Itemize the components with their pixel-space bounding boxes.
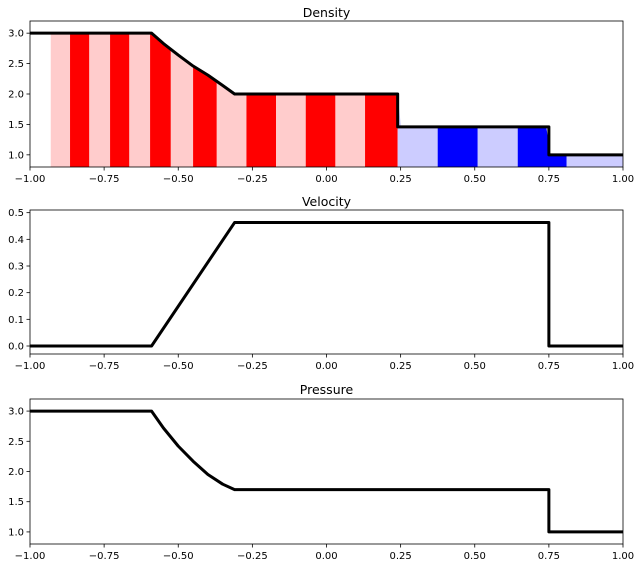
density-left-stripe-5 xyxy=(129,33,151,167)
velocity-y-tick-label: 0.5 xyxy=(8,208,24,219)
density-right-stripe-5 xyxy=(566,154,623,167)
pressure-x-tick-label: 0.25 xyxy=(389,551,411,562)
density-x-tick-label: 0.00 xyxy=(315,174,337,185)
density-x-tick-label: −1.00 xyxy=(15,174,46,185)
velocity-x-tick-label: −0.50 xyxy=(163,361,194,372)
density-y-tick-label: 1.0 xyxy=(8,150,24,161)
density-x-tick-label: 0.50 xyxy=(464,174,486,185)
density-left-stripe-9 xyxy=(216,81,247,167)
density-left-stripe-7 xyxy=(170,49,194,167)
pressure-x-tick-label: 0.75 xyxy=(538,551,560,562)
density-y-tick-label: 2.0 xyxy=(8,90,24,101)
pressure-y-tick-label: 2.0 xyxy=(8,467,24,478)
density-right-stripe-2 xyxy=(437,126,478,167)
density-left-stripe-10 xyxy=(246,94,277,167)
pressure-y-tick-label: 1.5 xyxy=(8,497,24,508)
pressure-x-tick-label: 1.00 xyxy=(612,551,634,562)
density-left-stripe-3 xyxy=(89,33,111,167)
velocity-ticks: −1.00 −0.75 −0.50 −0.25 0.00 0.25 0.50 0.75 1.00… xyxy=(8,208,634,372)
velocity-x-tick-label: 0.00 xyxy=(315,361,337,372)
velocity-curve xyxy=(30,221,623,348)
pressure-x-tick-label: −0.25 xyxy=(237,551,268,562)
pressure-y-tick-label: 3.0 xyxy=(8,407,24,418)
pressure-y-tick-label: 2.5 xyxy=(8,437,24,448)
density-x-tick-label: −0.50 xyxy=(163,174,194,185)
velocity-panel: −1.00 −0.75 −0.50 −0.25 0.00 0.25 0.50 0.75 1.00… xyxy=(8,194,634,372)
velocity-x-tick-label: −0.75 xyxy=(89,361,120,372)
density-y-tick-label: 3.0 xyxy=(8,29,24,40)
density-left-stripe-12 xyxy=(305,94,336,167)
velocity-x-tick-label: −0.25 xyxy=(237,361,268,372)
density-x-tick-label: 0.75 xyxy=(538,174,560,185)
density-left-stripe-11 xyxy=(276,94,306,167)
pressure-title: Pressure xyxy=(300,382,354,397)
density-right-stripe-4 xyxy=(517,126,567,167)
density-curve-layer xyxy=(30,31,623,157)
velocity-y-tick-label: 0.3 xyxy=(8,262,24,273)
density-left-stripe-2 xyxy=(70,33,90,167)
density-left-stripe-6 xyxy=(150,33,171,167)
pressure-x-tick-label: −0.50 xyxy=(163,551,194,562)
velocity-curve-layer xyxy=(30,221,623,348)
pressure-x-tick-label: −1.00 xyxy=(15,551,46,562)
velocity-y-tick-label: 0.2 xyxy=(8,288,24,299)
density-left-stripe-14 xyxy=(365,94,398,167)
velocity-x-tick-label: −1.00 xyxy=(15,361,46,372)
density-x-tick-label: 0.25 xyxy=(389,174,411,185)
velocity-y-tick-label: 0.4 xyxy=(8,235,24,246)
velocity-x-tick-label: 0.75 xyxy=(538,361,560,372)
density-stripes xyxy=(50,33,623,167)
velocity-y-tick-label: 0.1 xyxy=(8,315,24,326)
density-curve xyxy=(30,31,623,157)
density-left-stripe-4 xyxy=(110,33,130,167)
density-panel: −1.00 −0.75 −0.50 −0.25 0.00 0.25 0.50 0.75 1.00… xyxy=(8,5,634,185)
density-title: Density xyxy=(303,5,351,20)
density-left-stripe-8 xyxy=(193,66,217,167)
pressure-x-tick-label: 0.50 xyxy=(464,551,486,562)
density-x-tick-label: 1.00 xyxy=(612,174,634,185)
density-x-tick-label: −0.75 xyxy=(89,174,120,185)
pressure-axes-frame xyxy=(29,398,624,545)
density-y-tick-label: 1.5 xyxy=(8,120,24,131)
pressure-curve xyxy=(30,409,623,534)
density-right-stripe-3 xyxy=(477,126,518,167)
velocity-y-tick-label: 0.0 xyxy=(8,342,24,353)
velocity-axes-frame xyxy=(29,209,624,355)
pressure-y-tick-label: 1.0 xyxy=(8,527,24,538)
pressure-x-tick-label: −0.75 xyxy=(89,551,120,562)
density-ticks: −1.00 −0.75 −0.50 −0.25 0.00 0.25 0.50 0.75 1.00… xyxy=(8,29,634,185)
density-right-stripe-1 xyxy=(397,94,438,167)
velocity-x-tick-label: 0.50 xyxy=(464,361,486,372)
pressure-ticks: −1.00 −0.75 −0.50 −0.25 0.00 0.25 0.50 0.75 1.00… xyxy=(8,407,634,562)
density-x-tick-label: −0.25 xyxy=(237,174,268,185)
density-left-stripe-13 xyxy=(335,94,366,167)
density-y-tick-label: 2.5 xyxy=(8,59,24,70)
density-left-stripe-1 xyxy=(50,33,71,167)
pressure-curve-layer xyxy=(30,409,623,534)
pressure-x-tick-label: 0.00 xyxy=(315,551,337,562)
velocity-x-tick-label: 1.00 xyxy=(612,361,634,372)
velocity-x-tick-label: 0.25 xyxy=(389,361,411,372)
velocity-title: Velocity xyxy=(302,194,352,209)
pressure-panel: −1.00 −0.75 −0.50 −0.25 0.00 0.25 0.50 0.75 1.00… xyxy=(8,382,634,562)
